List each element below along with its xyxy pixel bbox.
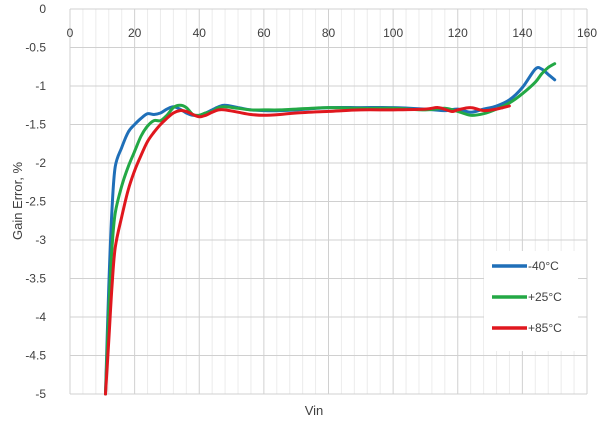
legend-label: +85°C (528, 321, 562, 335)
series-line-3 (104, 104, 511, 396)
series-lines (104, 62, 557, 396)
major-gridlines (69, 8, 588, 395)
series-line-1 (104, 66, 557, 396)
legend-entry-3: +85°C (492, 321, 562, 335)
y-tick-label: -1 (35, 79, 46, 93)
x-tick-label: 40 (193, 26, 207, 40)
y-tick-label: -3 (35, 233, 46, 247)
y-tick-label: -2.5 (25, 195, 46, 209)
y-axis-tick-labels: 0 -0.5 -1 -1.5 -2 -2.5 -3 -3.5 -4 -4.5 -5 (25, 2, 46, 401)
y-tick-label: -3.5 (25, 272, 46, 286)
y-tick-label: 0 (39, 2, 46, 16)
x-axis-title: Vin (305, 403, 324, 418)
x-axis-tick-labels: 0 20 40 60 80 100 120 140 160 (67, 26, 598, 40)
y-tick-label: -5 (35, 387, 46, 401)
x-tick-label: 60 (257, 26, 271, 40)
y-tick-label: -4.5 (25, 349, 46, 363)
x-tick-label: 0 (67, 26, 74, 40)
y-tick-label: -0.5 (25, 41, 46, 55)
y-tick-label: -4 (35, 310, 46, 324)
legend-label: +25°C (528, 290, 562, 304)
x-tick-label: 140 (512, 26, 532, 40)
x-tick-label: 160 (577, 26, 597, 40)
legend-label: -40°C (528, 259, 559, 273)
series-line-2 (104, 62, 557, 396)
y-tick-label: -2 (35, 156, 46, 170)
legend-entry-2: +25°C (492, 290, 562, 304)
x-tick-label: 120 (448, 26, 468, 40)
y-axis-title: Gain Error, % (10, 162, 25, 240)
legend-entry-1: -40°C (492, 259, 559, 273)
x-tick-label: 80 (322, 26, 336, 40)
x-tick-label: 20 (128, 26, 142, 40)
legend: -40°C +25°C +85°C (484, 251, 578, 351)
x-tick-label: 100 (383, 26, 403, 40)
y-tick-label: -1.5 (25, 118, 46, 132)
